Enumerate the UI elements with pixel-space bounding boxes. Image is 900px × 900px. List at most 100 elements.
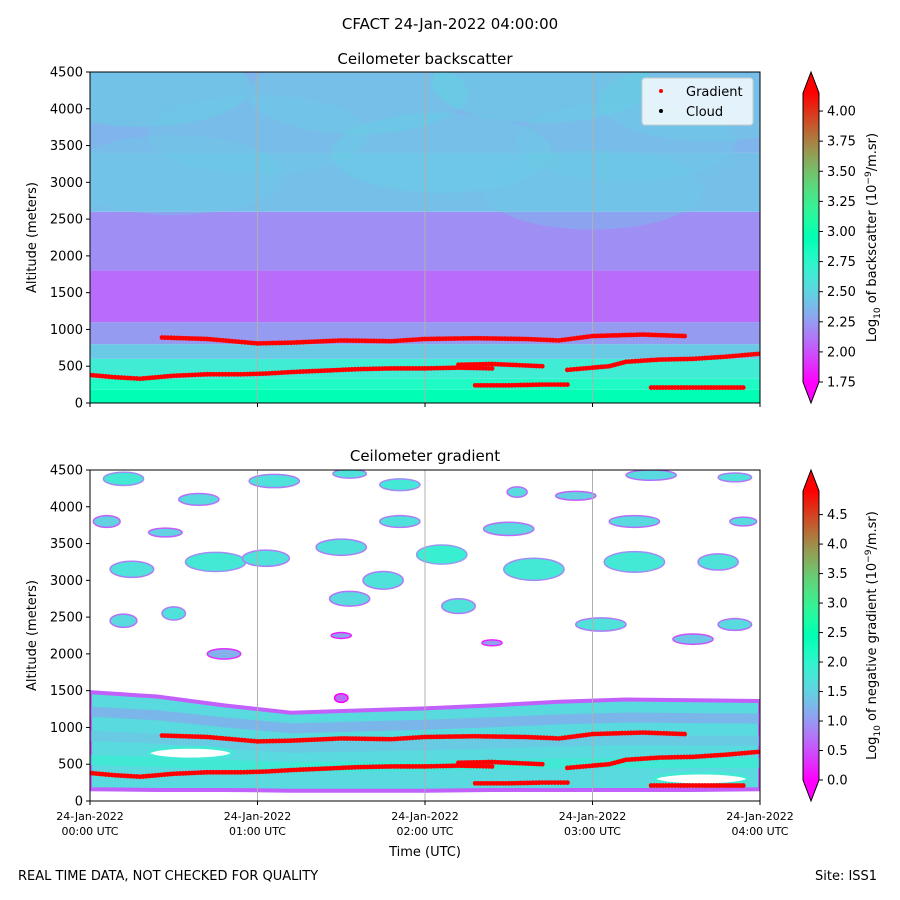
y-tick-label: 2500 bbox=[50, 213, 83, 228]
colorbar-label-part: 10 bbox=[873, 725, 883, 737]
colorbar-body bbox=[803, 491, 819, 780]
gradient-point bbox=[740, 783, 746, 788]
colorbar-tick-label: 1.0 bbox=[827, 715, 848, 730]
colorbar-tick-label: 0.0 bbox=[827, 774, 848, 789]
y-tick-label: 3500 bbox=[50, 139, 83, 154]
colorbar-label: Log10 of negative gradient (10−9/m.sr) bbox=[864, 511, 883, 760]
axes-title: Ceilometer backscatter bbox=[337, 50, 513, 68]
colorbar-body bbox=[803, 93, 819, 382]
colorbar: 1.75 2.00 2.25 2.50 2.75 3.00 3.25 3.50 3.75 4.00… bbox=[802, 70, 883, 405]
x-tick-label-date: 24-Jan-2022 bbox=[559, 810, 627, 823]
colorbar-label-part: Log bbox=[865, 737, 880, 760]
colorbar-label-part: −9 bbox=[864, 549, 874, 563]
gradient-series bbox=[648, 783, 746, 788]
gradient-cloud-patch bbox=[330, 631, 353, 640]
gradient-series bbox=[564, 351, 760, 373]
gradient-cloud-patch bbox=[482, 521, 535, 537]
gradient-cloud-patch bbox=[415, 544, 468, 565]
gradient-cloud-patch bbox=[603, 550, 666, 573]
gradient-cloud-patch bbox=[554, 490, 597, 501]
gradient-cloud-patch bbox=[502, 557, 565, 582]
colorbar-tick-label: 3.75 bbox=[827, 135, 856, 150]
x-tick-label-time: 02:00 UTC bbox=[396, 825, 453, 838]
colorbar-tick-label: 1.75 bbox=[827, 376, 856, 391]
gradient-series bbox=[564, 749, 760, 771]
gradient-cloud-patch bbox=[206, 647, 242, 660]
colorbar-tick-label: 0.5 bbox=[827, 744, 848, 759]
gradient-point bbox=[757, 351, 760, 357]
gradient-point bbox=[564, 382, 570, 388]
plot-area bbox=[90, 72, 760, 403]
gradient-series bbox=[456, 361, 545, 369]
colorbar-label: Log10 of backscatter (10−9/m.sr) bbox=[864, 133, 883, 342]
gradient-point bbox=[564, 780, 570, 786]
gradient-cloud-patch bbox=[729, 516, 758, 527]
colorbar-label-part: −9 bbox=[864, 171, 874, 185]
gradient-cloud-patch bbox=[178, 492, 220, 507]
gradient-panel: Ceilometer gradient 0 500 1000 1500 2000 2500 3… bbox=[25, 447, 883, 860]
colorbar-label-part: of backscatter (10 bbox=[865, 185, 880, 308]
gradient-cloud-patch bbox=[379, 514, 421, 529]
gradient-cloud-patch bbox=[441, 597, 476, 615]
x-tick-label-date: 24-Jan-2022 bbox=[224, 810, 292, 823]
gradient-cloud-patch bbox=[717, 472, 753, 483]
y-tick-label: 3500 bbox=[50, 537, 83, 552]
colorbar-tick-label: 2.25 bbox=[827, 315, 856, 330]
backscatter-patch bbox=[90, 134, 284, 215]
colorbar-tick-label: 2.0 bbox=[827, 656, 848, 671]
colorbar-tick-label: 2.50 bbox=[827, 285, 856, 300]
gradient-series bbox=[472, 780, 570, 786]
gradient-cloud-patch bbox=[184, 551, 247, 573]
y-tick-label: 3000 bbox=[50, 574, 83, 589]
gradient-cloud-patch bbox=[717, 617, 753, 632]
y-tick-label: 4500 bbox=[50, 464, 83, 479]
y-tick-label: 500 bbox=[58, 758, 83, 773]
colorbar-tick-label: 3.5 bbox=[827, 567, 848, 582]
colorbar-tick-label: 4.00 bbox=[827, 105, 856, 120]
gradient-cloud-patch bbox=[147, 527, 183, 538]
colorbar-tick-label: 3.00 bbox=[827, 225, 856, 240]
gradient-cloud-patch bbox=[248, 473, 301, 489]
colorbar-tick-label: 4.5 bbox=[827, 508, 848, 523]
gradient-cloud-patch bbox=[575, 617, 627, 632]
gradient-cloud-patch bbox=[333, 692, 349, 704]
x-tick-label-time: 01:00 UTC bbox=[229, 825, 286, 838]
y-tick-label: 2000 bbox=[50, 249, 83, 264]
y-tick-label: 2500 bbox=[50, 611, 83, 626]
legend: Gradient Cloud bbox=[641, 77, 754, 126]
axes-title: Ceilometer gradient bbox=[350, 447, 500, 465]
gradient-series bbox=[90, 365, 495, 382]
colorbar-extend-min bbox=[803, 780, 819, 801]
colorbar-extend-max bbox=[803, 470, 819, 491]
colorbar-tick-label: 2.75 bbox=[827, 255, 856, 270]
colorbar-tick-label: 4.0 bbox=[827, 538, 848, 553]
x-tick-label-date: 24-Jan-2022 bbox=[726, 810, 794, 823]
gradient-cloud-patch bbox=[102, 471, 145, 487]
colorbar: 0.0 0.5 1.0 1.5 2.0 2.5 3.0 3.5 4.0 4.5 Log10 of n… bbox=[802, 468, 883, 803]
legend-label: Gradient bbox=[686, 85, 743, 100]
y-tick-label: 1500 bbox=[50, 684, 83, 699]
x-tick-label-time: 04:00 UTC bbox=[731, 825, 788, 838]
y-tick-label: 500 bbox=[58, 360, 83, 375]
y-tick-label: 3000 bbox=[50, 176, 83, 191]
gradient-point bbox=[539, 363, 545, 369]
backscatter-patch bbox=[432, 72, 653, 124]
gradient-cloud-patch bbox=[625, 470, 677, 482]
x-tick-label-time: 00:00 UTC bbox=[61, 825, 118, 838]
backscatter-patch bbox=[90, 72, 251, 127]
colorbar-tick-label: 1.5 bbox=[827, 685, 848, 700]
gradient-cloud-patch bbox=[481, 639, 503, 647]
y-axis-label: Altitude (meters) bbox=[25, 580, 40, 691]
gradient-point bbox=[682, 333, 688, 339]
gradient-point bbox=[489, 764, 495, 769]
y-tick-label: 1000 bbox=[50, 721, 83, 736]
y-tick-label: 1500 bbox=[50, 286, 83, 301]
gradient-point bbox=[757, 749, 760, 755]
colorbar-label-part: of negative gradient (10 bbox=[865, 563, 880, 725]
main-title: CFACT 24-Jan-2022 04:00:00 bbox=[341, 15, 559, 33]
gradient-cloud-patch bbox=[92, 514, 121, 529]
y-tick-label: 2000 bbox=[50, 647, 83, 662]
legend-label: Cloud bbox=[686, 105, 723, 120]
colorbar-extend-min bbox=[803, 382, 819, 403]
